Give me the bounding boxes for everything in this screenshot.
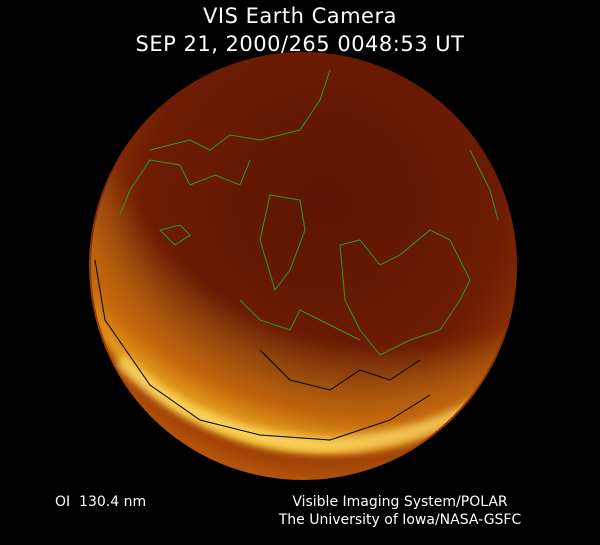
- wavelength-label: OI 130.4 nm: [55, 494, 147, 510]
- credit-line-1: Visible Imaging System/POLAR: [292, 494, 508, 510]
- coastlines: [119, 69, 499, 356]
- image-title: VIS Earth Camera: [203, 4, 397, 28]
- credit-block: Visible Imaging System/POLAR The Univers…: [250, 493, 550, 529]
- coastlines-dark: [94, 259, 431, 441]
- credit-line-2: The University of Iowa/NASA-GSFC: [278, 512, 522, 528]
- image-timestamp: SEP 21, 2000/265 0048:53 UT: [135, 32, 465, 56]
